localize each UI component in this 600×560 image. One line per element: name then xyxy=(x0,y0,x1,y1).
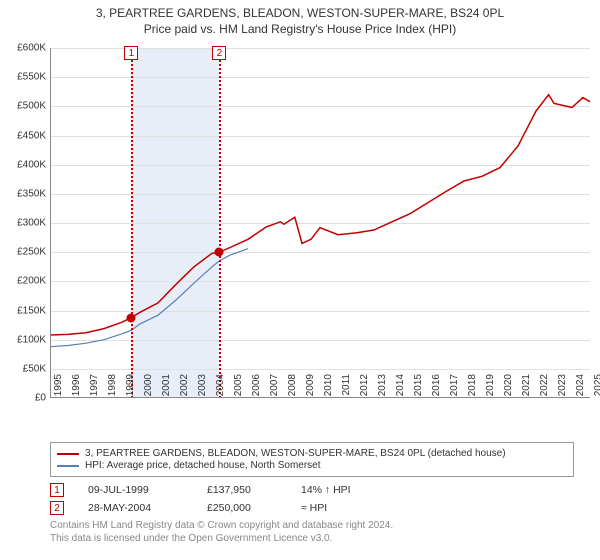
x-tick-label: 2006 xyxy=(251,374,262,404)
event-price: £250,000 xyxy=(207,502,277,514)
x-tick-label: 2016 xyxy=(431,374,442,404)
x-tick-label: 2002 xyxy=(179,374,190,404)
y-tick-label: £350K xyxy=(2,188,46,199)
event-row: 2 28-MAY-2004 £250,000 ≈ HPI xyxy=(50,501,574,515)
sale-vline xyxy=(219,48,221,398)
sale-point xyxy=(215,248,224,257)
x-tick-label: 2004 xyxy=(215,374,226,404)
x-tick-label: 2013 xyxy=(377,374,388,404)
event-marker: 1 xyxy=(50,483,64,497)
chart-container: £0 £50K £100K £150K £200K £250K £300K £350K £400… xyxy=(0,38,600,438)
x-tick-label: 2018 xyxy=(467,374,478,404)
event-date: 09-JUL-1999 xyxy=(88,484,183,496)
legend-label: 3, PEARTREE GARDENS, BLEADON, WESTON-SUP… xyxy=(85,448,506,459)
event-price: £137,950 xyxy=(207,484,277,496)
x-tick-label: 1996 xyxy=(71,374,82,404)
x-tick-label: 1995 xyxy=(53,374,64,404)
legend-row: HPI: Average price, detached house, Nort… xyxy=(57,460,567,471)
sale-events: 1 09-JUL-1999 £137,950 14% ↑ HPI 2 28-MAY-200… xyxy=(50,483,574,515)
y-tick-label: £550K xyxy=(2,72,46,83)
x-tick-label: 1999 xyxy=(125,374,136,404)
chart-title-address: 3, PEARTREE GARDENS, BLEADON, WESTON-SUP… xyxy=(0,6,600,20)
y-tick-label: £0 xyxy=(2,393,46,404)
x-tick-label: 2009 xyxy=(305,374,316,404)
legend-row: 3, PEARTREE GARDENS, BLEADON, WESTON-SUP… xyxy=(57,448,567,459)
legend: 3, PEARTREE GARDENS, BLEADON, WESTON-SUP… xyxy=(50,442,574,477)
x-tick-label: 2020 xyxy=(503,374,514,404)
x-tick-label: 2010 xyxy=(323,374,334,404)
x-tick-label: 2017 xyxy=(449,374,460,404)
x-tick-label: 1998 xyxy=(107,374,118,404)
y-tick-label: £450K xyxy=(2,130,46,141)
x-tick-label: 2019 xyxy=(485,374,496,404)
legend-swatch xyxy=(57,465,79,467)
sale-vline xyxy=(131,48,133,398)
sale-point xyxy=(127,313,136,322)
y-tick-label: £500K xyxy=(2,101,46,112)
x-tick-label: 2007 xyxy=(269,374,280,404)
chart-title-subtitle: Price paid vs. HM Land Registry's House … xyxy=(0,22,600,36)
x-tick-label: 2022 xyxy=(539,374,550,404)
x-tick-label: 2023 xyxy=(557,374,568,404)
license-line-1: Contains HM Land Registry data © Crown c… xyxy=(50,519,574,532)
license-line-2: This data is licensed under the Open Gov… xyxy=(50,532,574,545)
event-note: ≈ HPI xyxy=(301,502,327,514)
x-tick-label: 2000 xyxy=(143,374,154,404)
x-tick-label: 2008 xyxy=(287,374,298,404)
x-tick-label: 2001 xyxy=(161,374,172,404)
x-tick-label: 2015 xyxy=(413,374,424,404)
event-marker: 2 xyxy=(50,501,64,515)
sale-marker-box: 2 xyxy=(212,46,226,60)
y-tick-label: £400K xyxy=(2,159,46,170)
sale-marker-box: 1 xyxy=(124,46,138,60)
license-text: Contains HM Land Registry data © Crown c… xyxy=(50,519,574,545)
y-tick-label: £600K xyxy=(2,43,46,54)
y-tick-label: £50K xyxy=(2,363,46,374)
legend-label: HPI: Average price, detached house, Nort… xyxy=(85,460,321,471)
x-tick-label: 1997 xyxy=(89,374,100,404)
plot-area: 12 xyxy=(50,48,590,398)
legend-swatch xyxy=(57,453,79,455)
x-tick-label: 2011 xyxy=(341,374,352,404)
x-tick-label: 2024 xyxy=(575,374,586,404)
y-axis xyxy=(50,48,51,398)
y-tick-label: £150K xyxy=(2,305,46,316)
event-row: 1 09-JUL-1999 £137,950 14% ↑ HPI xyxy=(50,483,574,497)
y-tick-label: £300K xyxy=(2,218,46,229)
x-tick-label: 2005 xyxy=(233,374,244,404)
x-tick-label: 2021 xyxy=(521,374,532,404)
series-hpi xyxy=(50,249,248,347)
event-note: 14% ↑ HPI xyxy=(301,484,351,496)
x-tick-label: 2012 xyxy=(359,374,370,404)
event-date: 28-MAY-2004 xyxy=(88,502,183,514)
x-tick-label: 2014 xyxy=(395,374,406,404)
x-tick-label: 2003 xyxy=(197,374,208,404)
y-tick-label: £250K xyxy=(2,247,46,258)
x-tick-label: 2025 xyxy=(593,374,600,404)
y-tick-label: £200K xyxy=(2,276,46,287)
y-tick-label: £100K xyxy=(2,334,46,345)
